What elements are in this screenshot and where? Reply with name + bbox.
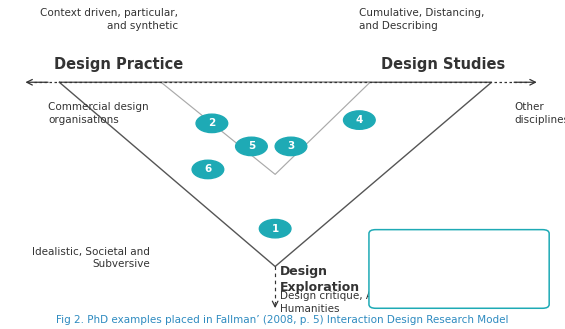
Text: Fig 2. PhD examples placed in Fallman’ (2008, p. 5) Interaction Design Research : Fig 2. PhD examples placed in Fallman’ (… bbox=[56, 315, 508, 325]
FancyBboxPatch shape bbox=[369, 230, 549, 308]
Text: 3: 3 bbox=[288, 141, 294, 151]
Text: 1: 1 bbox=[272, 224, 279, 234]
Text: 5: 5 bbox=[248, 141, 255, 151]
Text: 4: 4 bbox=[355, 115, 363, 125]
Text: 2: 2 bbox=[208, 118, 215, 128]
Text: 5. Ramia Mazé: 5. Ramia Mazé bbox=[383, 282, 449, 291]
Text: Design Practice: Design Practice bbox=[54, 57, 183, 72]
Text: Context driven, particular,
and synthetic: Context driven, particular, and syntheti… bbox=[40, 8, 178, 31]
Text: Design
Exploration: Design Exploration bbox=[280, 265, 360, 294]
Text: Other
disciplines: Other disciplines bbox=[514, 102, 565, 125]
Text: 4. Joe Eastwood: 4. Joe Eastwood bbox=[383, 272, 454, 281]
Text: Design Studies: Design Studies bbox=[381, 57, 506, 72]
Circle shape bbox=[259, 219, 291, 238]
Text: Cumulative, Distancing,
and Describing: Cumulative, Distancing, and Describing bbox=[359, 8, 484, 31]
Text: 1. Anthony Dunne: 1. Anthony Dunne bbox=[383, 242, 464, 251]
Text: Idealistic, Societal and
Subversive: Idealistic, Societal and Subversive bbox=[32, 247, 150, 269]
Circle shape bbox=[275, 137, 307, 156]
Text: Commercial design
organisations: Commercial design organisations bbox=[48, 102, 149, 125]
Circle shape bbox=[236, 137, 267, 156]
Text: 2. Catherine Dixon: 2. Catherine Dixon bbox=[383, 252, 467, 261]
Text: 6: 6 bbox=[205, 164, 211, 174]
Circle shape bbox=[192, 160, 224, 179]
Text: Design critique, Art
Humanities: Design critique, Art Humanities bbox=[280, 291, 381, 315]
Text: 6. Bas Raijmakers: 6. Bas Raijmakers bbox=[383, 292, 463, 302]
Text: 3. Daria Loi: 3. Daria Loi bbox=[383, 262, 434, 271]
Circle shape bbox=[196, 114, 228, 133]
Circle shape bbox=[344, 111, 375, 129]
